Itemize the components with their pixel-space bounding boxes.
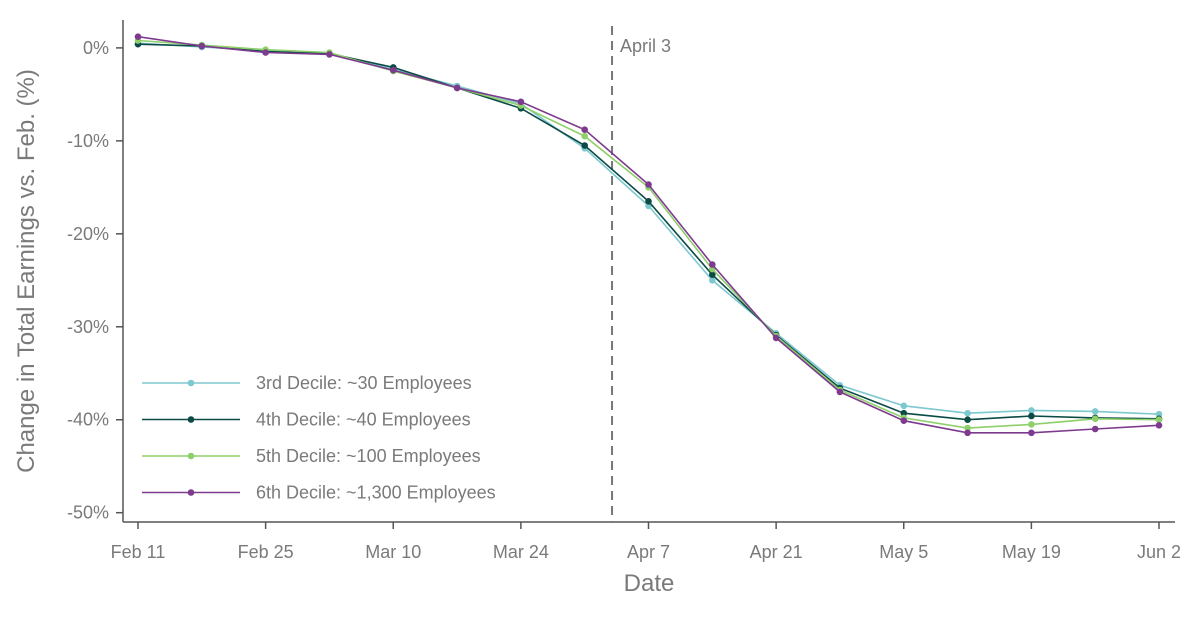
data-point <box>517 98 525 106</box>
data-point <box>1028 429 1035 437</box>
data-point <box>645 198 652 205</box>
data-point <box>645 181 652 188</box>
x-tick-label: Feb 25 <box>238 542 294 562</box>
data-point <box>709 261 716 268</box>
series-2 <box>134 40 1163 424</box>
data-point <box>836 388 844 396</box>
annotations: April 3 <box>611 26 671 522</box>
data-point <box>900 402 908 410</box>
data-point <box>1155 416 1163 424</box>
x-tick-label: Apr 21 <box>750 542 803 562</box>
y-tick-label: -30% <box>67 317 109 337</box>
data-point <box>1028 407 1035 414</box>
series-line <box>137 43 1160 421</box>
data-point <box>964 429 971 437</box>
data-point <box>964 424 971 432</box>
data-point <box>964 416 971 424</box>
x-tick-label: Feb 11 <box>111 542 166 562</box>
series-line <box>137 42 1160 415</box>
x-tick-label: Jun 2 <box>1137 542 1181 562</box>
data-point <box>581 132 588 140</box>
data-point <box>198 42 206 50</box>
legend-item: 5th Decile: ~100 Employees <box>142 446 481 466</box>
legend-item: 4th Decile: ~40 Employees <box>142 410 471 430</box>
data-point <box>964 409 971 417</box>
annotation-label: April 3 <box>620 36 671 56</box>
x-tick-label: May 5 <box>879 542 928 562</box>
y-tick-label: -50% <box>67 503 109 523</box>
data-point <box>772 334 780 342</box>
data-point <box>1155 422 1163 429</box>
data-point <box>326 51 333 58</box>
data-point <box>1091 425 1099 433</box>
y-tick-label: -10% <box>67 131 109 151</box>
legend-label: 3rd Decile: ~30 Employees <box>256 373 472 393</box>
data-point <box>262 49 269 56</box>
data-point <box>709 271 716 279</box>
y-tick-label: -20% <box>67 224 109 244</box>
series-group <box>134 33 1163 437</box>
data-point <box>581 126 588 133</box>
data-point <box>1091 415 1099 423</box>
x-ticks: Feb 11 Feb 25 Mar 10 Mar 24 Apr 7 Apr 21 May 5… <box>111 522 1181 562</box>
x-tick-label: Apr 7 <box>627 542 670 562</box>
y-ticks: 0% -10% -20% -30% -40% -50% <box>67 38 123 523</box>
data-point <box>1155 410 1163 418</box>
x-tick-label: May 19 <box>1002 542 1061 562</box>
data-point <box>1028 421 1035 428</box>
legend-swatch-point <box>187 452 195 460</box>
legend-item: 6th Decile: ~1,300 Employees <box>142 483 496 503</box>
legend-swatch-point <box>187 416 195 423</box>
series-line <box>137 39 1160 429</box>
data-point <box>900 417 908 425</box>
y-axis-title: Change in Total Earnings vs. Feb. (%) <box>13 69 40 473</box>
data-point <box>453 84 461 92</box>
data-point <box>134 33 142 40</box>
series-4 <box>134 33 1163 437</box>
data-point <box>390 66 397 74</box>
legend: 3rd Decile: ~30 Employees 4th Decile: ~40… <box>142 373 496 503</box>
y-tick-label: -40% <box>67 410 109 430</box>
legend-item: 3rd Decile: ~30 Employees <box>142 373 472 393</box>
data-point <box>900 409 908 417</box>
legend-label: 4th Decile: ~40 Employees <box>256 410 471 430</box>
y-tick-label: 0% <box>83 38 109 58</box>
data-point <box>581 142 588 149</box>
legend-label: 6th Decile: ~1,300 Employees <box>256 483 496 503</box>
x-axis-title: Date <box>624 570 675 597</box>
data-point <box>1091 408 1099 415</box>
legend-swatch-point <box>187 489 195 496</box>
x-tick-label: Mar 10 <box>365 542 421 562</box>
x-tick-label: Mar 24 <box>493 542 549 562</box>
series-1 <box>134 39 1163 418</box>
data-point <box>1028 412 1035 420</box>
data-point <box>709 277 716 284</box>
legend-swatch-point <box>187 379 195 387</box>
legend-label: 5th Decile: ~100 Employees <box>256 446 481 466</box>
